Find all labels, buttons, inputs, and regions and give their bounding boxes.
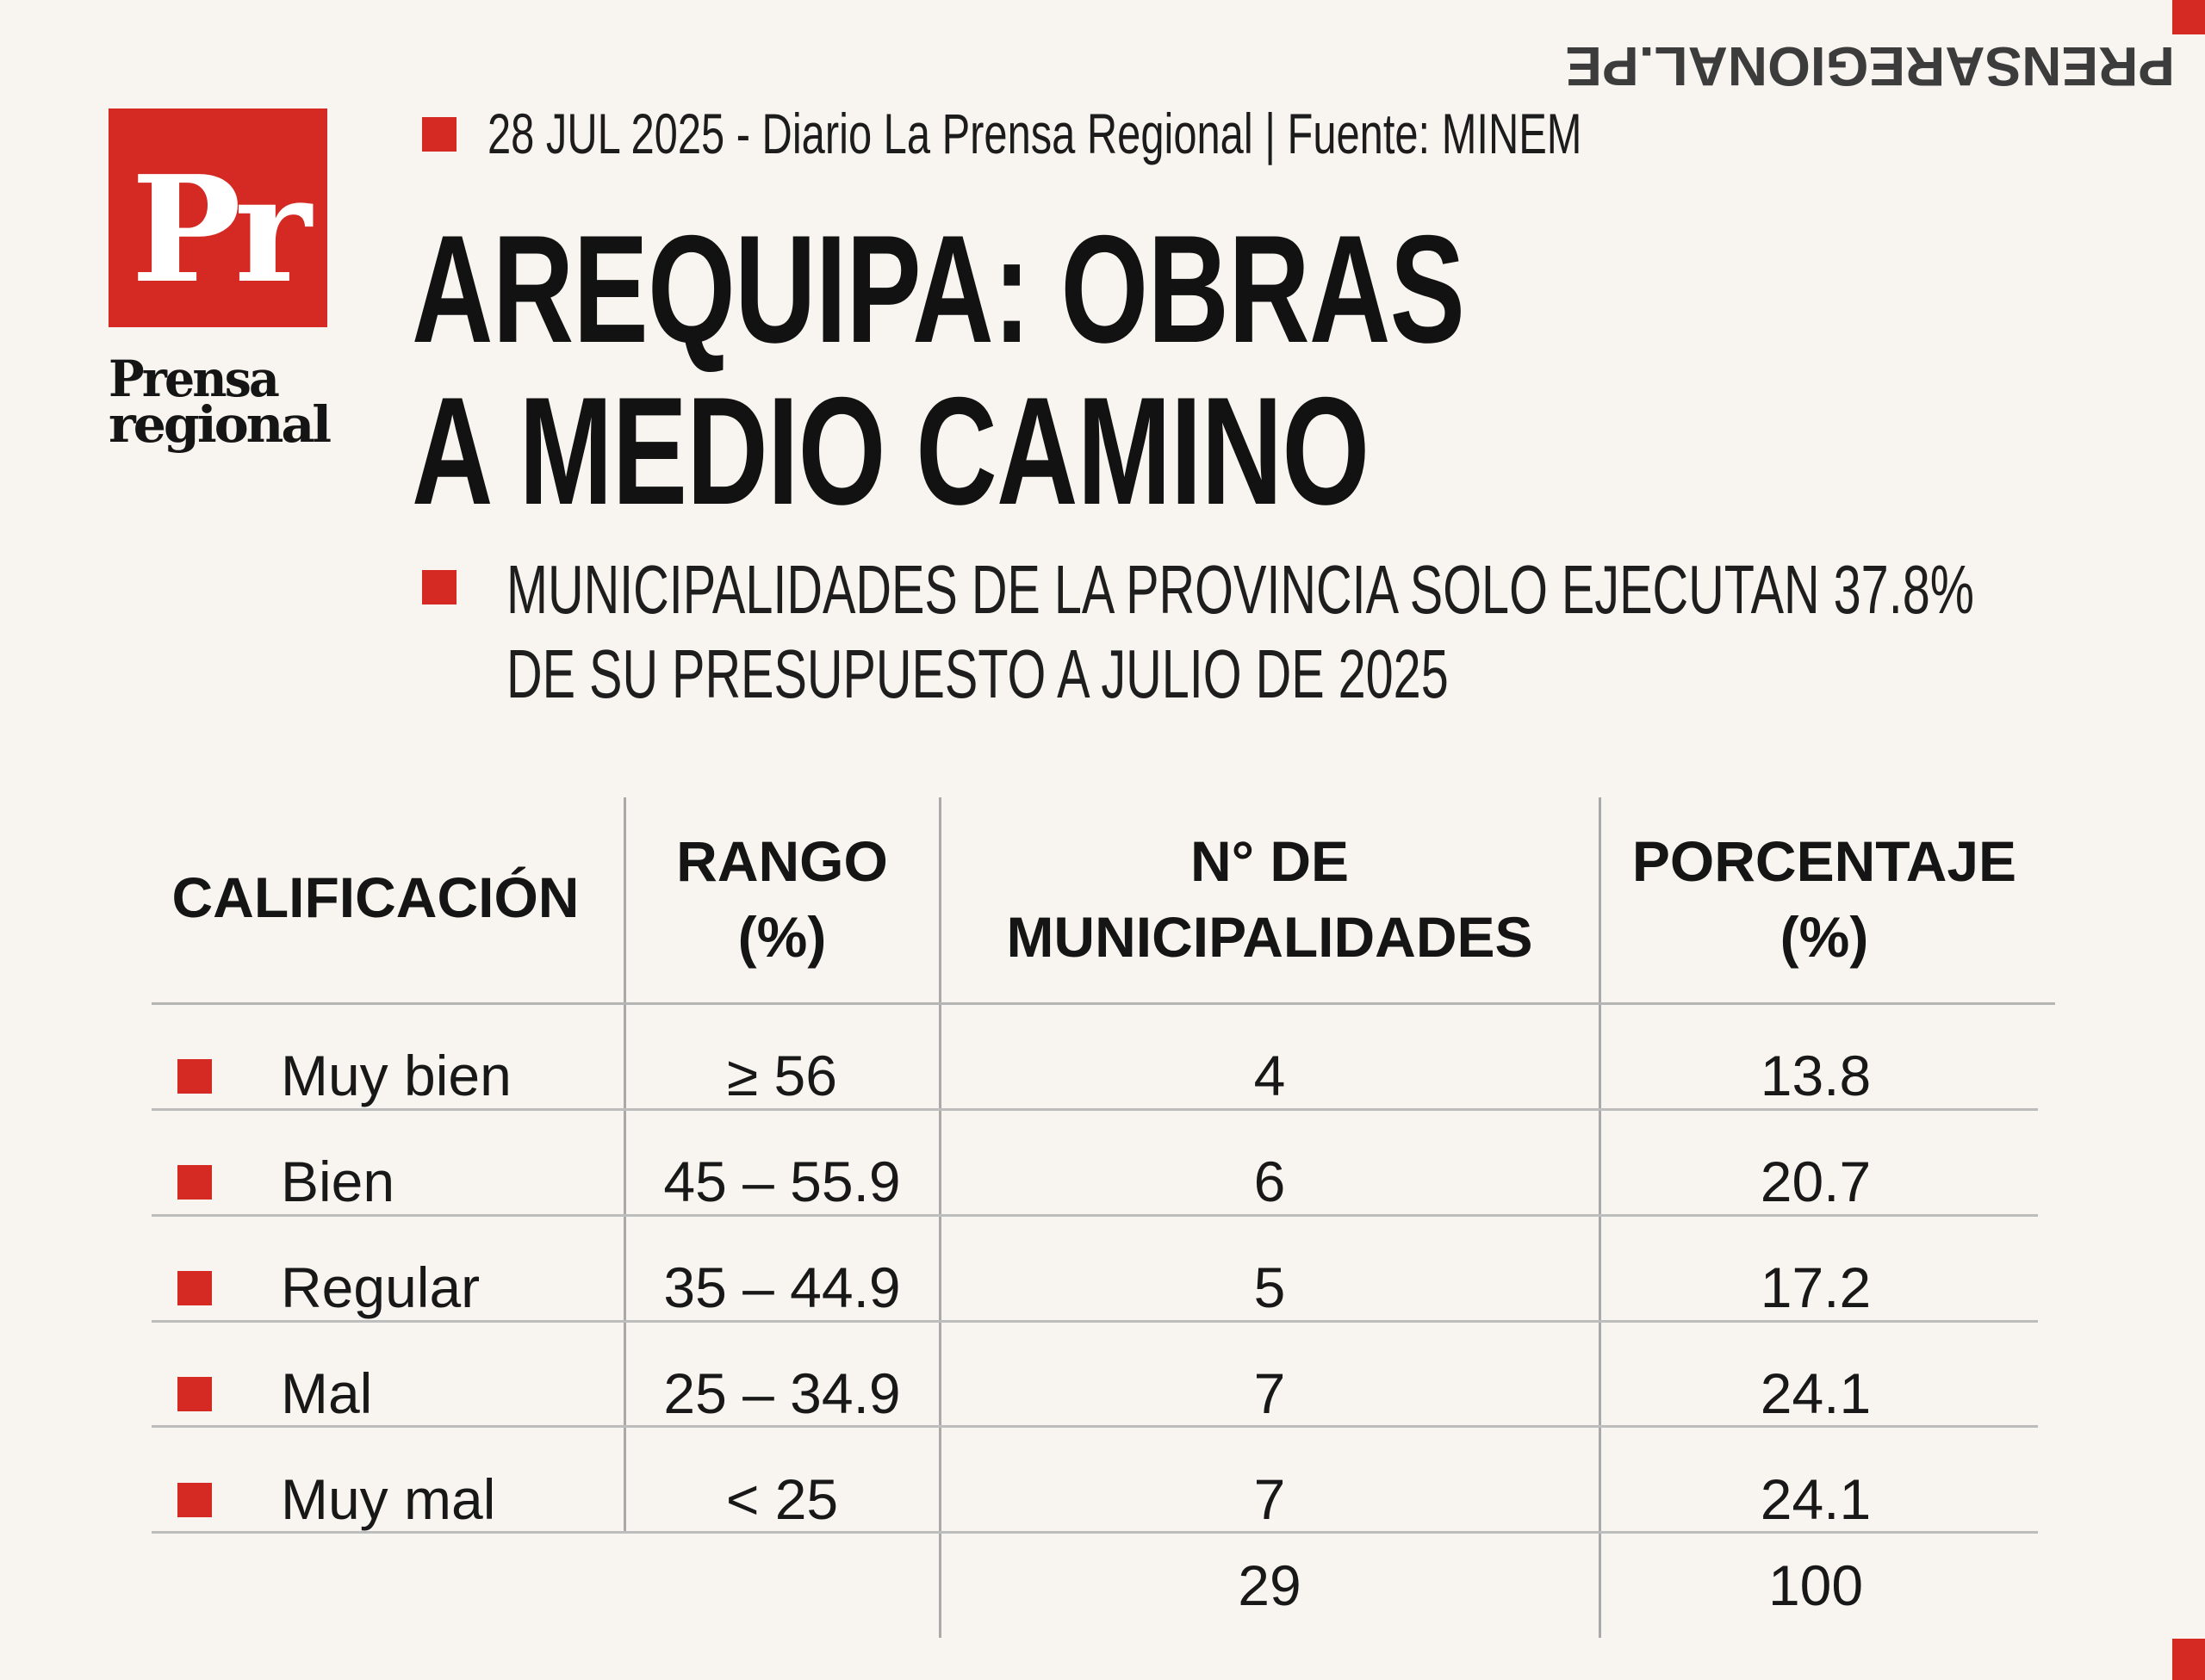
corner-accent-bottom: [2172, 1639, 2205, 1680]
cell-rango: ≥ 56: [727, 1044, 837, 1107]
site-url-text: PRENSAREGIONAL.PE: [1565, 35, 2175, 97]
cell-porcentaje: 20.7: [1760, 1150, 1872, 1213]
logo-word-line2: regional: [109, 395, 331, 454]
column-divider: [624, 797, 626, 1533]
row-divider: [152, 1108, 2038, 1111]
logo-wordmark: Prensa regional: [109, 350, 333, 465]
cell-municipalidades: 5: [1253, 1255, 1286, 1319]
row-bullet-icon: [177, 1165, 212, 1200]
dateline-bullet-icon: [422, 117, 457, 152]
cell-porcentaje: 13.8: [1760, 1044, 1872, 1107]
header-porcentaje: PORCENTAJE (%): [1631, 829, 2017, 969]
total-municipalidades: 29: [1238, 1553, 1301, 1617]
cell-porcentaje: 17.2: [1760, 1255, 1872, 1319]
headline: AREQUIPA: OBRAS A MEDIO CAMINO: [412, 203, 1465, 536]
header-municipalidades: N° DE MUNICIPALIDADES: [1006, 829, 1533, 969]
logo-mark: Pr: [109, 108, 327, 327]
logo-wordmark-graphic: Prensa regional: [109, 350, 333, 454]
cell-calificacion: Regular: [281, 1255, 481, 1319]
site-url-vertical: PRENSAREGIONAL.PE: [1565, 35, 2175, 656]
header-underline: [152, 1002, 2055, 1005]
row-divider: [152, 1531, 2038, 1534]
corner-accent-top: [2172, 0, 2205, 34]
cell-rango: 45 – 55.9: [663, 1150, 901, 1213]
column-divider: [1599, 797, 1601, 1638]
logo-word-line1: Prensa: [109, 353, 279, 408]
total-porcentaje: 100: [1767, 1553, 1864, 1617]
subheadline: MUNICIPALIDADES DE LA PROVINCIA SOLO EJE…: [506, 548, 1974, 716]
headline-line-2: A MEDIO CAMINO: [412, 365, 1370, 536]
header-calificacion: CALIFICACIÓN: [171, 865, 580, 929]
row-bullet-icon: [177, 1377, 212, 1411]
cell-porcentaje: 24.1: [1760, 1361, 1872, 1425]
row-bullet-icon: [177, 1271, 212, 1305]
logo-letters-graphic: Pr: [131, 144, 320, 316]
row-divider: [152, 1425, 2038, 1428]
cell-porcentaje: 24.1: [1760, 1467, 1872, 1531]
header-rango: RANGO (%): [676, 829, 888, 969]
cell-calificacion: Muy mal: [281, 1467, 496, 1531]
subheadline-line-1: MUNICIPALIDADES DE LA PROVINCIA SOLO EJE…: [506, 551, 1974, 628]
subheadline-line-2: DE SU PRESUPUESTO A JULIO DE 2025: [506, 635, 1449, 712]
row-bullet-icon: [177, 1483, 212, 1517]
column-divider: [939, 797, 941, 1638]
cell-municipalidades: 4: [1253, 1044, 1286, 1107]
headline-line-1: AREQUIPA: OBRAS: [412, 203, 1465, 375]
cell-rango: 35 – 44.9: [663, 1255, 901, 1319]
subtitle-bullet-icon: [422, 570, 457, 604]
logo-letters: Pr: [131, 144, 314, 316]
cell-municipalidades: 7: [1253, 1467, 1286, 1531]
row-divider: [152, 1214, 2038, 1217]
cell-rango: < 25: [725, 1467, 839, 1531]
cell-calificacion: Bien: [281, 1150, 395, 1213]
row-bullet-icon: [177, 1059, 212, 1094]
row-divider: [152, 1320, 2038, 1323]
cell-calificacion: Mal: [281, 1361, 373, 1425]
cell-calificacion: Muy bien: [281, 1044, 512, 1107]
cell-municipalidades: 7: [1253, 1361, 1286, 1425]
cell-municipalidades: 6: [1253, 1150, 1286, 1213]
dateline: 28 JUL 2025 - Diario La Prensa Regional …: [488, 102, 1582, 165]
cell-rango: 25 – 34.9: [663, 1361, 901, 1425]
